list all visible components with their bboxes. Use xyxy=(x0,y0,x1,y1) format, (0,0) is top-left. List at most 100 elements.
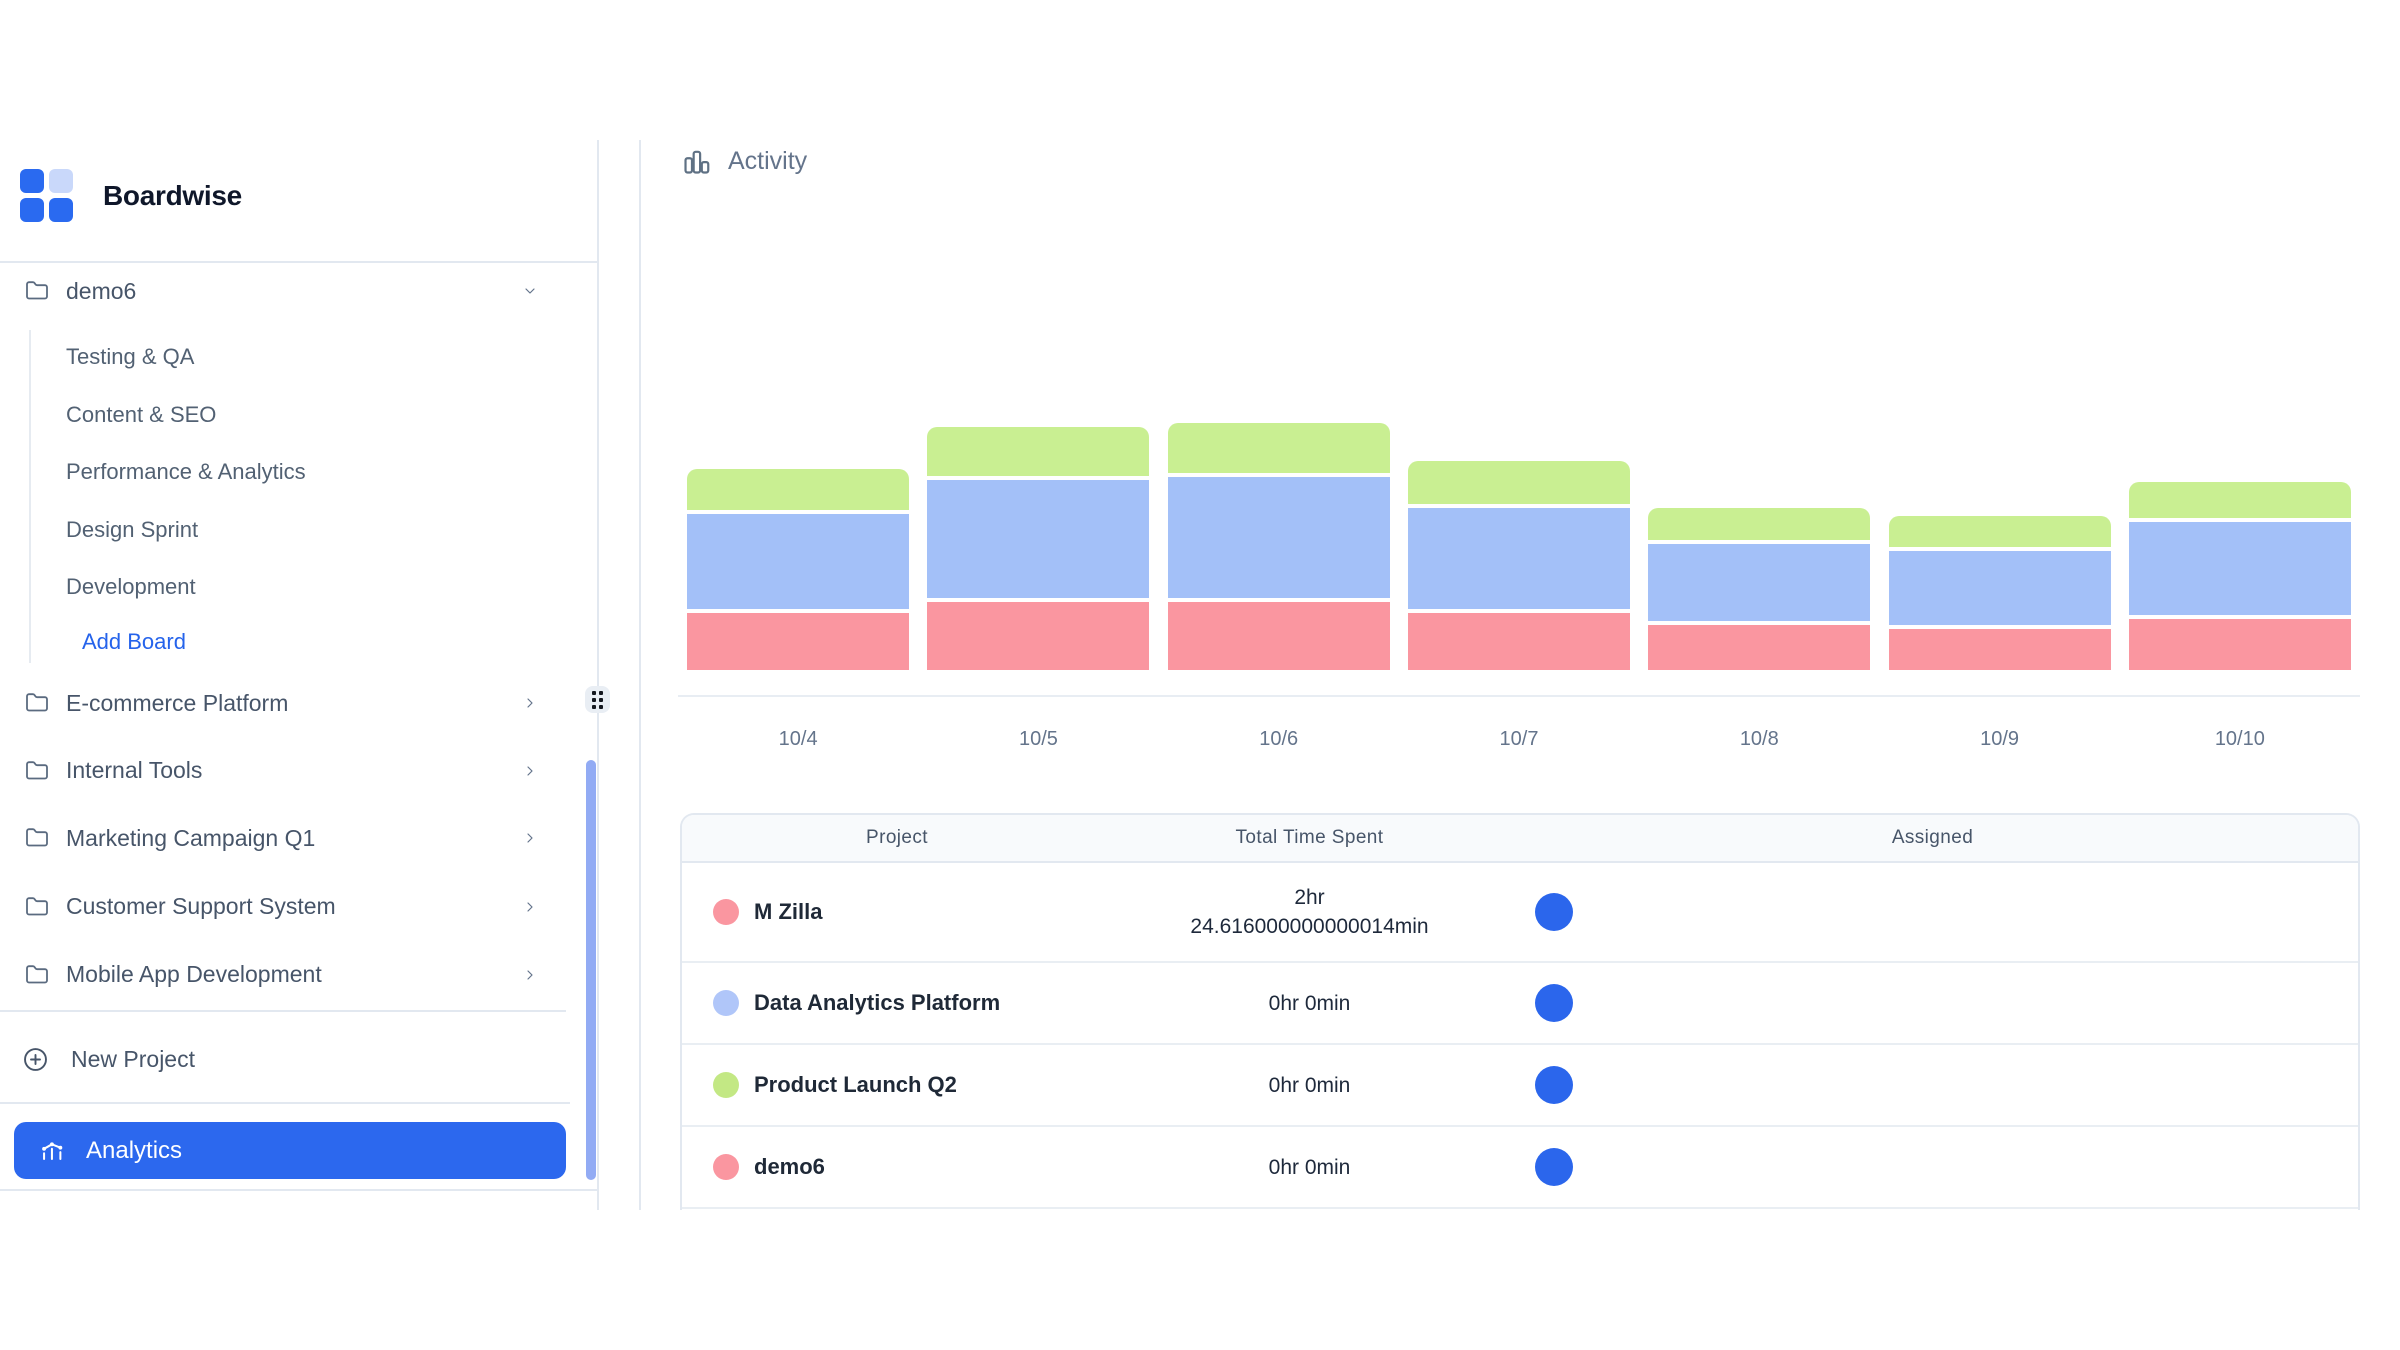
x-tick-label: 10/6 xyxy=(1259,728,1299,750)
sidebar-board-performance-analytics[interactable]: Performance & Analytics xyxy=(66,452,306,492)
sidebar-project-internal-tools[interactable]: Internal Tools xyxy=(0,748,596,794)
analytics-icon xyxy=(39,1137,66,1164)
grip-dots-icon[interactable] xyxy=(585,686,610,713)
bar-segment-10-8-product-launch-q2 xyxy=(1648,508,1871,540)
bar-segment-10-4-m-zilla xyxy=(687,613,910,670)
board-label: Development xyxy=(66,574,196,599)
board-tree-guide-line xyxy=(29,330,31,663)
assigned-cell xyxy=(1507,963,2358,1043)
assigned-cell xyxy=(1507,863,2358,961)
main-panel-left-border xyxy=(639,140,641,1210)
project-cell: Data Analytics Platform xyxy=(682,963,1112,1043)
bar-segment-10-6-product-launch-q2 xyxy=(1167,423,1390,473)
board-label: Testing & QA xyxy=(66,344,195,369)
plus-circle-icon xyxy=(22,1046,49,1073)
new-project-button[interactable]: New Project xyxy=(0,1036,596,1082)
bar-segment-10-5-m-zilla xyxy=(927,602,1150,670)
add-board-label: Add Board xyxy=(82,629,186,654)
board-label: Content & SEO xyxy=(66,401,217,427)
project-cell: demo6 xyxy=(682,1127,1112,1207)
table-row-demo6: demo6 0hr 0min xyxy=(682,1127,2358,1209)
project-name: Data Analytics Platform xyxy=(754,990,1001,1015)
add-board-button[interactable]: Add Board xyxy=(82,622,186,662)
sidebar-board-testing-qa[interactable]: Testing & QA xyxy=(66,337,194,377)
project-color-dot xyxy=(713,1072,739,1098)
project-cell: M Zilla xyxy=(682,863,1112,961)
sidebar-project-demo6[interactable]: demo6 xyxy=(0,268,596,314)
project-label: Internal Tools xyxy=(66,757,203,783)
chevron-right-icon[interactable] xyxy=(522,899,538,915)
project-name: M Zilla xyxy=(754,899,823,924)
project-label: Mobile App Development xyxy=(66,961,322,987)
table-row-product-launch-q2: Product Launch Q2 0hr 0min xyxy=(682,1045,2358,1127)
project-label: demo6 xyxy=(66,277,137,304)
bar-segment-10-6-m-zilla xyxy=(1167,602,1390,670)
chart-x-axis xyxy=(678,695,2360,697)
bar-segment-10-5-data-analytics-platform xyxy=(927,480,1150,598)
chevron-down-icon[interactable] xyxy=(522,283,538,299)
table-header-project: Project xyxy=(866,827,928,848)
analytics-label: Analytics xyxy=(86,1136,183,1164)
x-tick-label: 10/10 xyxy=(2214,728,2265,750)
sidebar-project-marketing-campaign-q1[interactable]: Marketing Campaign Q1 xyxy=(0,815,596,861)
bar-segment-10-4-product-launch-q2 xyxy=(687,469,910,510)
project-cell: Product Launch Q2 xyxy=(682,1045,1112,1125)
sidebar-scrollbar-thumb[interactable] xyxy=(586,760,596,1180)
chevron-right-icon[interactable] xyxy=(522,763,538,779)
sidebar-bottom-divider xyxy=(0,1189,598,1191)
folder-icon xyxy=(25,279,49,303)
project-label: Customer Support System xyxy=(66,893,336,919)
sidebar-board-development[interactable]: Development xyxy=(66,567,196,607)
chevron-right-icon[interactable] xyxy=(522,967,538,983)
app-logo xyxy=(20,169,73,222)
time-text: 0hr 0min xyxy=(1268,991,1351,1015)
brand[interactable]: Boardwise xyxy=(20,169,242,222)
new-project-label: New Project xyxy=(71,1045,195,1072)
bar-segment-10-7-product-launch-q2 xyxy=(1408,461,1630,504)
x-tick-label: 10/5 xyxy=(1018,728,1058,750)
activity-title: Activity xyxy=(728,147,808,175)
bar-segment-10-10-data-analytics-platform xyxy=(2128,522,2351,615)
chevron-right-icon[interactable] xyxy=(522,830,538,846)
board-label: Performance & Analytics xyxy=(66,459,306,484)
project-color-dot xyxy=(713,990,739,1016)
project-color-dot xyxy=(713,899,739,925)
logo-square-2 xyxy=(49,169,73,193)
logo-square-3 xyxy=(20,198,44,222)
assignee-avatar xyxy=(1535,1148,1573,1186)
table-row-m-zilla: M Zilla 2hr 24.616000000000014min xyxy=(682,863,2358,963)
assigned-cell xyxy=(1507,1045,2358,1125)
chevron-right-icon[interactable] xyxy=(522,695,538,711)
x-tick-label: 10/9 xyxy=(1980,728,2020,750)
bar-segment-10-6-data-analytics-platform xyxy=(1167,477,1390,598)
table-header-assigned: Assigned xyxy=(1891,827,1974,848)
project-name: demo6 xyxy=(754,1154,825,1179)
time-text: 24.616000000000014min xyxy=(1190,915,1429,938)
board-label: Design Sprint xyxy=(66,516,199,542)
bar-segment-10-10-m-zilla xyxy=(2128,619,2351,670)
sidebar-project-customer-support-system[interactable]: Customer Support System xyxy=(0,884,596,930)
sidebar-divider-above-new-project xyxy=(0,1010,566,1012)
activity-stacked-bar-chart: 10/4 10/5 10/6 10/7 10/8 10/9 10/10 xyxy=(678,380,2360,760)
assignee-avatar xyxy=(1535,893,1573,931)
sidebar-board-design-sprint[interactable]: Design Sprint xyxy=(66,510,198,550)
bar-segment-10-8-m-zilla xyxy=(1648,625,1871,670)
project-color-dot xyxy=(713,1154,739,1180)
time-text: 0hr 0min xyxy=(1268,1155,1351,1179)
bar-segment-10-9-data-analytics-platform xyxy=(1888,551,2111,625)
folder-icon xyxy=(25,691,49,715)
sidebar-top-divider xyxy=(0,261,598,263)
folder-icon xyxy=(25,895,49,919)
folder-icon xyxy=(25,963,49,987)
x-tick-label: 10/7 xyxy=(1499,728,1539,750)
table-header-total-time-spent: Total Time Spent xyxy=(1235,827,1384,848)
sidebar-board-content-seo[interactable]: Content & SEO xyxy=(66,395,216,435)
sidebar-project-e-commerce-platform[interactable]: E-commerce Platform xyxy=(0,680,596,726)
bar-chart-icon xyxy=(681,146,712,177)
total-time-cell: 0hr 0min xyxy=(1112,963,1507,1043)
sidebar-project-mobile-app-development[interactable]: Mobile App Development xyxy=(0,952,596,998)
sidebar-item-analytics[interactable]: Analytics xyxy=(14,1122,566,1179)
activity-header: Activity xyxy=(681,146,807,177)
bar-segment-10-7-data-analytics-platform xyxy=(1408,508,1630,609)
